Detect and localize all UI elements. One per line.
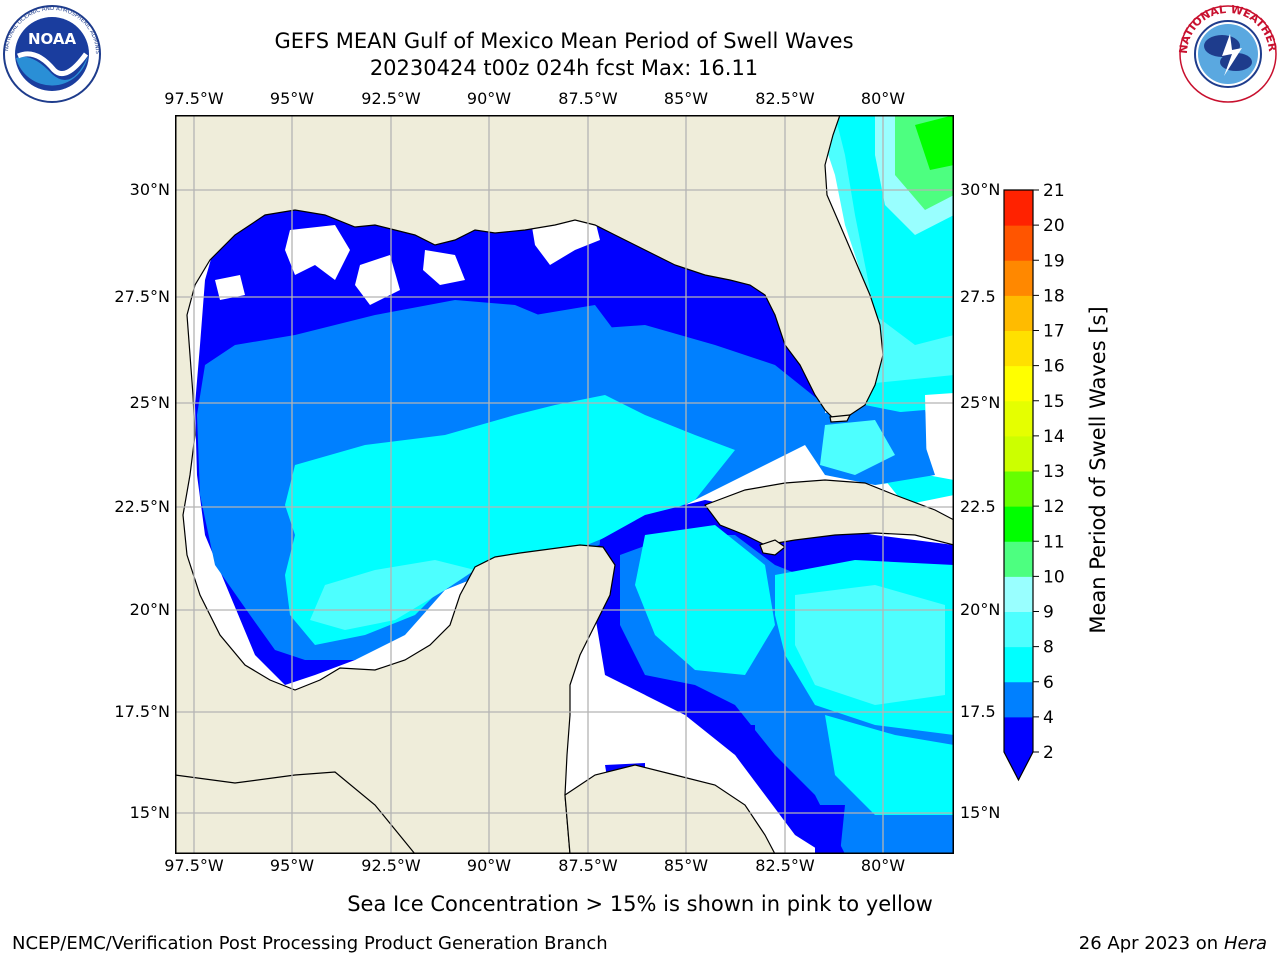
colorbar: 2 4 6 8 9 10 11 12 13 14 15 16 17 18 19 20 21: [1003, 181, 1065, 782]
lon-label-top: 90°W: [466, 89, 512, 108]
colorbar-swatches: [1004, 190, 1033, 780]
colorbar-tick-label: 16: [1043, 357, 1065, 377]
colorbar-swatch: [1004, 576, 1033, 612]
colorbar-tick-label: 14: [1043, 427, 1065, 447]
chart-title: GEFS MEAN Gulf of Mexico Mean Period of …: [274, 29, 854, 53]
chart-subtitle: 20230424 t00z 024h fcst Max: 16.11: [369, 56, 759, 80]
colorbar-swatch: [1004, 716, 1033, 753]
lat-label-right: 20°N: [960, 600, 1001, 619]
atlantic-swell-field: [805, 115, 954, 505]
colorbar-swatch: [1004, 225, 1033, 261]
colorbar-swatch: [1004, 541, 1033, 577]
graticule: [175, 115, 954, 854]
lon-label-bottom: 95°W: [269, 856, 315, 875]
lat-label-left: 25°N: [129, 393, 170, 412]
lon-label-top: 85°W: [663, 89, 709, 108]
colorbar-tick-label: 20: [1043, 216, 1065, 236]
map-panel: [175, 115, 954, 854]
colorbar-label: Mean Period of Swell Waves [s]: [1086, 306, 1110, 634]
lat-label-right: 22.5: [960, 497, 996, 516]
colorbar-tick-label: 9: [1043, 603, 1054, 623]
colorbar-tick-label: 17: [1043, 322, 1065, 342]
colorbar-tick-label: 10: [1043, 567, 1065, 587]
colorbar-tick-label: 12: [1043, 497, 1065, 517]
colorbar-extend-arrow: [1004, 752, 1033, 780]
lon-label-top: 95°W: [269, 89, 315, 108]
lat-label-right: 30°N: [960, 180, 1001, 199]
colorbar-tick-label: 8: [1043, 638, 1054, 658]
colorbar-swatch: [1004, 471, 1033, 507]
colorbar-swatch: [1004, 400, 1033, 437]
colorbar-swatch: [1004, 260, 1033, 296]
lat-label-left: 30°N: [129, 180, 170, 199]
colorbar-ticks: 2 4 6 8 9 10 11 12 13 14 15 16 17 18 19 20 21: [1033, 181, 1065, 763]
footer-host: Hera: [1223, 933, 1267, 954]
lon-label-top: 92.5°W: [361, 89, 421, 108]
lon-label-bottom: 82.5°W: [755, 856, 815, 875]
colorbar-tick-label: 21: [1043, 181, 1065, 201]
colorbar-swatch: [1004, 295, 1033, 331]
noaa-logo-text: NOAA: [28, 30, 77, 48]
colorbar-swatch: [1004, 646, 1033, 683]
lat-label-right: 17.5: [960, 702, 996, 721]
colorbar-tick-label: 11: [1043, 532, 1065, 552]
colorbar-tick-label: 4: [1043, 708, 1054, 728]
map-frame: [175, 115, 954, 854]
colorbar-tick-label: 18: [1043, 286, 1065, 306]
lon-label-top: 80°W: [860, 89, 906, 108]
noaa-logo-icon: NOAA NATIONAL OCEANIC AND ATMOSPHERIC AD…: [2, 4, 101, 103]
lon-label-top: 82.5°W: [755, 89, 815, 108]
colorbar-tick-label: 19: [1043, 251, 1065, 271]
footer-date: 26 Apr 2023 on Hera: [1079, 933, 1267, 954]
footer-credit: NCEP/EMC/Verification Post Processing Pr…: [12, 933, 608, 954]
land-masses: [175, 115, 954, 854]
colorbar-swatch: [1004, 365, 1033, 402]
lon-label-top: 97.5°W: [164, 89, 224, 108]
footer-date-text: 26 Apr 2023 on: [1078, 933, 1224, 954]
lat-label-right: 15°N: [960, 803, 1001, 822]
lat-label-right: 27.5: [960, 287, 996, 306]
lon-label-bottom: 97.5°W: [164, 856, 224, 875]
lon-label-bottom: 85°W: [663, 856, 709, 875]
lat-label-right: 25°N: [960, 393, 1001, 412]
lat-label-left: 22.5°N: [114, 497, 170, 516]
sea-ice-note: Sea Ice Concentration > 15% is shown in …: [347, 892, 933, 916]
lat-label-left: 27.5°N: [114, 287, 170, 306]
colorbar-tick-label: 13: [1043, 462, 1065, 482]
lon-label-bottom: 80°W: [860, 856, 906, 875]
colorbar-tick-label: 6: [1043, 673, 1054, 693]
nws-logo-icon: NATIONAL WEATHER SERVICE: [1178, 4, 1278, 103]
lon-label-bottom: 87.5°W: [558, 856, 618, 875]
colorbar-swatch: [1004, 190, 1033, 226]
lon-label-bottom: 90°W: [466, 856, 512, 875]
lon-label-bottom: 92.5°W: [361, 856, 421, 875]
colorbar-swatch: [1004, 330, 1033, 367]
lat-label-left: 17.5°N: [114, 702, 170, 721]
colorbar-tick-label: 15: [1043, 392, 1065, 412]
colorbar-swatch: [1004, 611, 1033, 648]
caribbean-swell-field: [565, 500, 954, 854]
lat-label-left: 20°N: [129, 600, 170, 619]
lat-label-left: 15°N: [129, 803, 170, 822]
colorbar-swatch: [1004, 506, 1033, 542]
colorbar-tick-label: 2: [1043, 743, 1054, 763]
colorbar-swatch: [1004, 435, 1033, 472]
colorbar-swatch: [1004, 681, 1033, 718]
lon-label-top: 87.5°W: [558, 89, 618, 108]
